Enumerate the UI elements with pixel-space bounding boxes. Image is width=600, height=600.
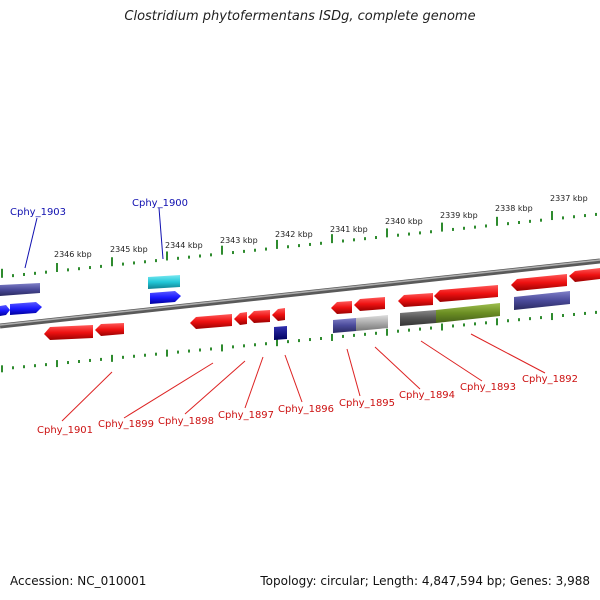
kbp-labels: 2346 kbp 2345 kbp 2344 kbp 2343 kbp 2342… bbox=[54, 194, 588, 259]
gene-arrow bbox=[10, 302, 42, 315]
gene-arrow bbox=[398, 293, 433, 307]
feature-block bbox=[514, 291, 570, 310]
gene-arrow bbox=[0, 283, 40, 296]
gene-label-cphy-1896: Cphy_1896 bbox=[278, 404, 334, 415]
gene-label-cphy-1893: Cphy_1893 bbox=[460, 382, 516, 393]
genome-backbone bbox=[0, 258, 600, 329]
forward-labels: Cphy_1903 Cphy_1900 bbox=[10, 198, 188, 269]
gene-label-cphy-1897: Cphy_1897 bbox=[218, 410, 274, 421]
feature-block bbox=[274, 326, 287, 340]
gene-arrow bbox=[95, 323, 124, 336]
gene-arrow bbox=[569, 268, 600, 282]
tick-label: 2337 kbp bbox=[550, 194, 588, 203]
gene-arrow bbox=[0, 305, 10, 316]
gene-label-cphy-1900: Cphy_1900 bbox=[132, 198, 188, 209]
genome-stats-label: Topology: circular; Length: 4,847,594 bp… bbox=[260, 574, 590, 588]
gene-arrow bbox=[434, 285, 498, 302]
gene-arrow bbox=[148, 275, 180, 289]
gene-label-cphy-1895: Cphy_1895 bbox=[339, 398, 395, 409]
tick-label: 2338 kbp bbox=[495, 204, 533, 213]
gene-arrow bbox=[190, 314, 232, 329]
gene-arrow bbox=[248, 310, 270, 323]
tick-label: 2343 kbp bbox=[220, 236, 258, 245]
forward-genes bbox=[0, 275, 181, 316]
feature-block bbox=[333, 318, 356, 333]
gene-arrow bbox=[234, 312, 247, 325]
gene-arrow bbox=[331, 301, 352, 314]
gene-label-cphy-1899: Cphy_1899 bbox=[98, 419, 154, 430]
tick-label: 2342 kbp bbox=[275, 230, 313, 239]
tick-label: 2346 kbp bbox=[54, 250, 92, 259]
gene-label-cphy-1894: Cphy_1894 bbox=[399, 390, 455, 401]
gene-label-cphy-1892: Cphy_1892 bbox=[522, 374, 578, 385]
other-features bbox=[274, 291, 570, 340]
gene-label-cphy-1903: Cphy_1903 bbox=[10, 207, 66, 218]
feature-block bbox=[400, 310, 436, 326]
gene-arrow bbox=[150, 291, 181, 304]
tick-label: 2344 kbp bbox=[165, 241, 203, 250]
gene-arrow bbox=[272, 308, 285, 321]
outer-tick-track bbox=[1, 211, 597, 278]
diagram-title: Clostridium phytofermentans ISDg, comple… bbox=[124, 9, 476, 24]
gene-label-cphy-1901: Cphy_1901 bbox=[37, 425, 93, 436]
gene-label-cphy-1898: Cphy_1898 bbox=[158, 416, 214, 427]
inner-tick-track bbox=[1, 310, 597, 373]
feature-block bbox=[436, 303, 500, 323]
tick-label: 2339 kbp bbox=[440, 211, 478, 220]
tick-label: 2341 kbp bbox=[330, 225, 368, 234]
gene-arrow bbox=[354, 297, 385, 311]
gene-arrow bbox=[511, 274, 567, 291]
reverse-labels: Cphy_1901 Cphy_1899 Cphy_1898 Cphy_1897 … bbox=[37, 333, 578, 436]
tick-label: 2340 kbp bbox=[385, 217, 423, 226]
feature-block bbox=[356, 315, 388, 331]
accession-label: Accession: NC_010001 bbox=[10, 574, 147, 588]
reverse-genes bbox=[44, 268, 600, 340]
gene-arrow bbox=[44, 325, 93, 340]
tick-label: 2345 kbp bbox=[110, 245, 148, 254]
